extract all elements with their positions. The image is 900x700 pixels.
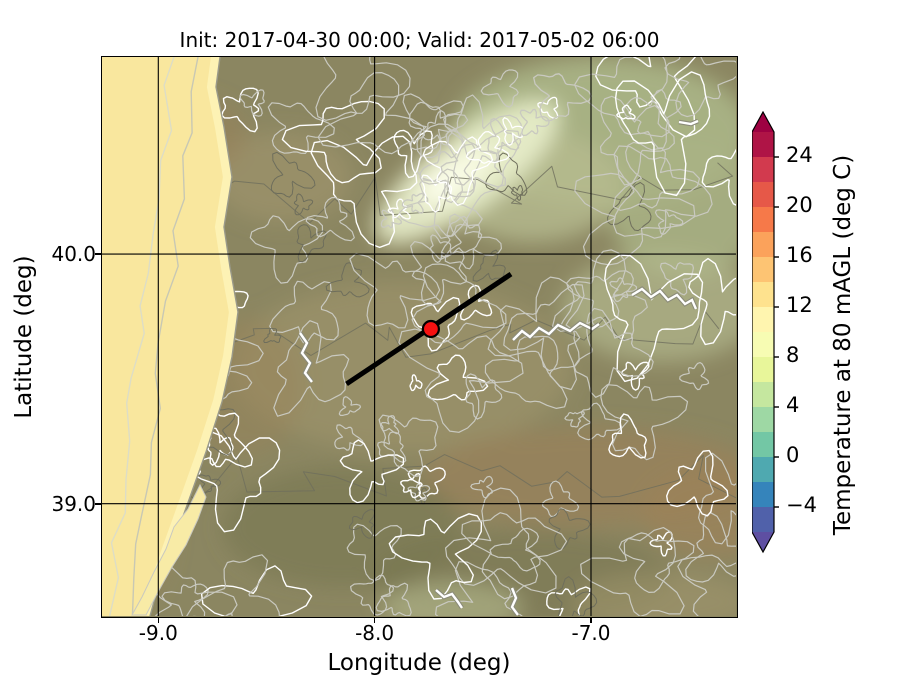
x-tick-label: -9.0 xyxy=(138,621,178,645)
colorbar-segment xyxy=(752,457,774,483)
y-tick-label: 40.0 xyxy=(51,242,96,267)
map-plot xyxy=(101,56,738,618)
colorbar-segment xyxy=(752,407,774,433)
colorbar xyxy=(751,110,782,561)
colorbar-segment xyxy=(752,132,774,158)
colorbar-tick-label: 4 xyxy=(786,393,800,417)
rivers xyxy=(298,118,699,616)
colorbar-segment xyxy=(752,332,774,358)
colorbar-segment xyxy=(752,182,774,208)
colorbar-above-arrow xyxy=(752,112,774,133)
colorbar-segment xyxy=(752,432,774,458)
x-tick xyxy=(590,617,592,623)
colorbar-tick-label: 20 xyxy=(786,193,813,217)
colorbar-segment xyxy=(752,357,774,383)
colorbar-segment xyxy=(752,307,774,333)
colorbar-segment xyxy=(752,232,774,258)
colorbar-tick-label: 16 xyxy=(786,243,813,267)
colorbar-below-arrow xyxy=(752,532,774,552)
x-tick-label: -7.0 xyxy=(571,621,611,645)
estuary xyxy=(131,483,207,616)
x-tick-label: -8.0 xyxy=(355,621,395,645)
x-tick xyxy=(157,617,159,623)
plot-title: Init: 2017-04-30 00:00; Valid: 2017-05-0… xyxy=(179,28,660,52)
colorbar-segment xyxy=(752,482,774,508)
colorbar-segment xyxy=(752,382,774,408)
temperature-map xyxy=(102,57,737,616)
y-tick xyxy=(95,253,101,255)
site-marker xyxy=(421,319,440,339)
colorbar-tick-label: −4 xyxy=(786,493,817,517)
colorbar-segment xyxy=(752,207,774,233)
colorbar-segment xyxy=(752,282,774,308)
colorbar-tick-label: 12 xyxy=(786,293,813,317)
colorbar-segment xyxy=(752,257,774,283)
grid-lines xyxy=(102,57,736,616)
colorbar-canvas xyxy=(751,110,779,554)
colorbar-segment xyxy=(752,157,774,183)
map-canvas xyxy=(102,57,736,616)
y-tick xyxy=(95,503,101,505)
ocean-region xyxy=(102,57,238,616)
colorbar-outline xyxy=(751,110,775,554)
colorbar-segment xyxy=(752,507,774,533)
y-axis-label: Latitude (deg) xyxy=(11,255,37,419)
colorbar-label: Temperature at 80 mAGL (deg C) xyxy=(830,154,856,536)
colorbar-tick-label: 24 xyxy=(786,143,813,167)
x-tick xyxy=(373,617,376,623)
colorbar-tick-label: 0 xyxy=(786,443,800,467)
colorbar-tick-label: 8 xyxy=(786,343,800,367)
y-tick-label: 39.0 xyxy=(51,491,96,516)
x-axis-label: Longitude (deg) xyxy=(327,650,511,676)
